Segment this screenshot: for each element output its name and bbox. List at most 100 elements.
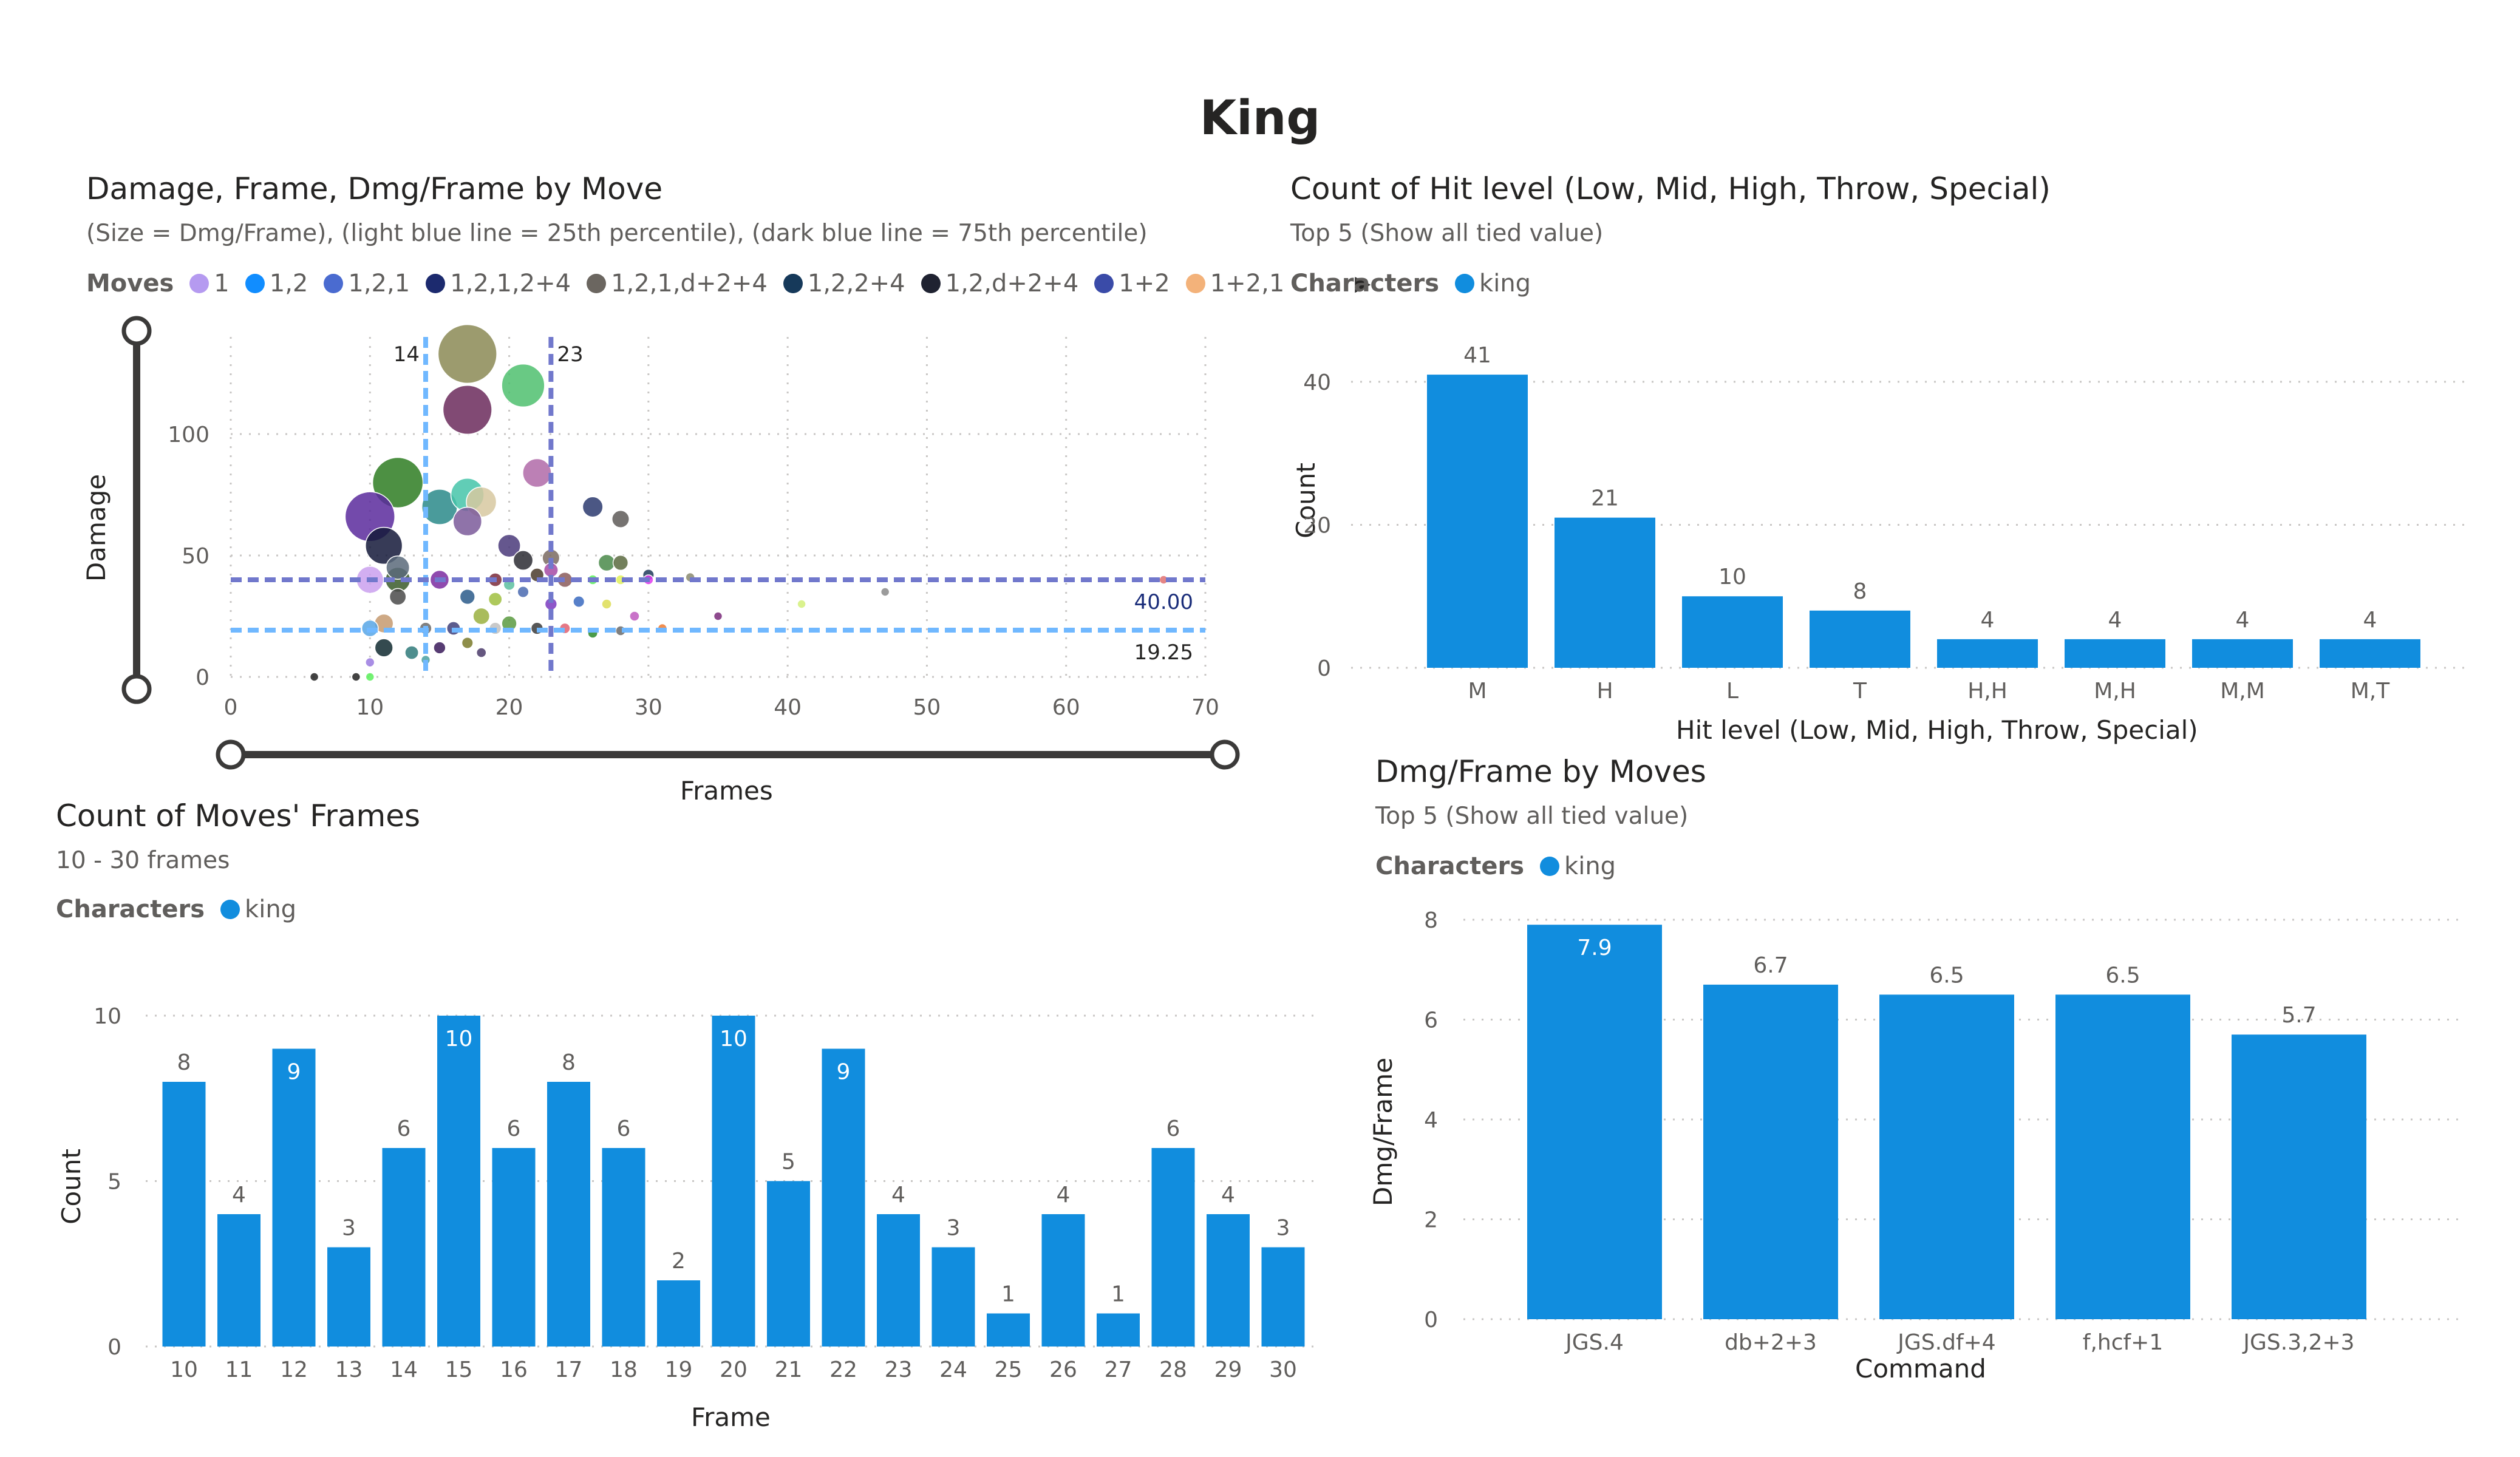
data-point	[386, 555, 410, 580]
hit-level-legend-title: Characters	[1290, 270, 1440, 297]
legend-item-move[interactable]: 1,2,1,d+2+4	[587, 270, 768, 297]
frames-count-legend-title: Characters	[56, 895, 205, 923]
frames-count-legend: Characters king	[56, 895, 312, 923]
legend-dot	[1094, 274, 1114, 293]
reference-line-label: 19.25	[1134, 640, 1193, 665]
data-point	[459, 588, 475, 605]
x-tick-label: 50	[913, 695, 941, 720]
legend-item-label: 1,2	[269, 270, 308, 297]
data-point	[389, 588, 407, 606]
legend-item-label: king	[1564, 852, 1616, 880]
dmg-frame-legend-title: Characters	[1375, 852, 1525, 880]
reference-line-label: 23	[557, 342, 583, 367]
data-point	[488, 592, 503, 606]
data-point	[522, 458, 552, 488]
scatter-x-axis-title: Frames	[680, 776, 773, 806]
data-point	[452, 506, 483, 537]
legend-dot	[426, 274, 446, 293]
legend-dot	[1540, 857, 1560, 876]
legend-item-label: 1,2,2+4	[807, 270, 905, 297]
data-point	[433, 641, 446, 654]
data-point	[582, 496, 604, 518]
dmg-frame-x-axis-title: Command	[1855, 1354, 1986, 1384]
frames-count-x-axis-title: Frame	[691, 1402, 771, 1432]
data-point	[601, 599, 612, 610]
legend-item-king: king	[220, 895, 296, 923]
data-point	[797, 599, 806, 609]
legend-item-label: 1,2,d+2+4	[945, 270, 1079, 297]
x-tick-label: 60	[1052, 695, 1080, 720]
data-point	[475, 647, 487, 658]
legend-dot	[245, 274, 265, 293]
scatter-visual[interactable]: Damage, Frame, Dmg/Frame by Move (Size =…	[73, 164, 1371, 820]
legend-item-move[interactable]: 1,2	[245, 270, 308, 297]
dmg-frame-title: Dmg/Frame by Moves	[1375, 754, 1706, 789]
x-zoom-slider-handle-left[interactable]	[216, 739, 246, 770]
frames-count-y-axis-title: Count	[56, 1149, 86, 1224]
chevron-right-icon[interactable]: ▶	[1355, 271, 1371, 296]
dmg-frame-subtitle: Top 5 (Show all tied value)	[1375, 803, 1689, 830]
legend-item-label: 1,2,1,2+4	[450, 270, 571, 297]
x-tick-label: 40	[774, 695, 802, 720]
scatter-legend-title: Moves	[86, 270, 174, 297]
data-point	[365, 672, 375, 682]
legend-item-label: king	[1479, 270, 1531, 297]
data-point	[437, 324, 497, 384]
legend-dot	[324, 274, 344, 293]
data-point	[880, 587, 890, 597]
data-point	[629, 611, 640, 622]
y-zoom-slider-handle-bottom[interactable]	[121, 674, 152, 704]
legend-dot	[587, 274, 607, 293]
legend-item-king: king	[1540, 852, 1616, 880]
legend-item-move[interactable]: 1+2	[1094, 270, 1170, 297]
data-point	[517, 585, 530, 599]
y-tick-label: 0	[196, 665, 209, 690]
data-point	[461, 636, 474, 650]
hit-level-title: Count of Hit level (Low, Mid, High, Thro…	[1290, 171, 2051, 206]
y-tick-label: 100	[168, 423, 209, 447]
x-tick-label: 0	[224, 695, 238, 720]
scatter-title: Damage, Frame, Dmg/Frame by Move	[86, 171, 663, 206]
legend-dot	[783, 274, 803, 293]
data-point	[513, 550, 534, 571]
y-zoom-slider-handle-top[interactable]	[121, 316, 152, 346]
frames-count-subtitle: 10 - 30 frames	[56, 847, 230, 874]
frames-count-visual[interactable]: Count of Moves' Frames 10 - 30 frames Ch…	[43, 795, 1318, 1439]
x-tick-label: 20	[495, 695, 523, 720]
x-tick-label: 30	[635, 695, 662, 720]
data-point	[365, 657, 375, 668]
legend-item-king: king	[1455, 270, 1531, 297]
dmg-frame-y-axis-title: Dmg/Frame	[1367, 1058, 1398, 1206]
legend-item-label: 1,2,1	[348, 270, 410, 297]
hit-level-visual[interactable]: Count of Hit level (Low, Mid, High, Thro…	[1281, 164, 2484, 745]
legend-item-move[interactable]: 1,2,2+4	[783, 270, 905, 297]
data-point	[497, 534, 521, 558]
legend-item-move[interactable]: 1+2,1	[1185, 270, 1285, 297]
data-point	[365, 526, 403, 565]
data-point	[309, 672, 319, 682]
legend-item-move[interactable]: 1,2,1,2+4	[426, 270, 571, 297]
scatter-legend: Moves 1 1,2 1,2,1 1,2,1,2+4 1,2,1,d+2+4 1,2,2…	[86, 270, 1371, 297]
y-tick-label: 50	[182, 544, 209, 569]
data-point	[404, 645, 419, 660]
legend-item-label: 1+2,1	[1210, 270, 1285, 297]
hit-level-x-axis-title: Hit level (Low, Mid, High, Throw, Specia…	[1676, 715, 2198, 745]
reference-line-label: 40.00	[1134, 590, 1193, 614]
legend-item-label: 1+2	[1119, 270, 1170, 297]
data-point	[472, 607, 491, 625]
legend-item-move[interactable]: 1,2,d+2+4	[921, 270, 1079, 297]
legend-item-label: king	[245, 895, 297, 923]
legend-item-label: 1,2,1,d+2+4	[611, 270, 768, 297]
legend-item-move[interactable]: 1	[189, 270, 230, 297]
legend-dot	[189, 274, 209, 293]
legend-item-label: 1	[214, 270, 230, 297]
reference-line-label: 14	[393, 342, 420, 367]
data-point	[351, 672, 361, 682]
legend-item-move[interactable]: 1,2,1	[324, 270, 410, 297]
data-point	[442, 384, 492, 435]
x-zoom-slider-handle-right[interactable]	[1210, 739, 1240, 770]
dmg-frame-visual[interactable]: Dmg/Frame by Moves Top 5 (Show all tied …	[1360, 747, 2484, 1421]
scatter-legend-items: 1 1,2 1,2,1 1,2,1,2+4 1,2,1,d+2+4 1,2,2+4 1,2,…	[189, 270, 1300, 297]
x-tick-label: 70	[1191, 695, 1219, 720]
